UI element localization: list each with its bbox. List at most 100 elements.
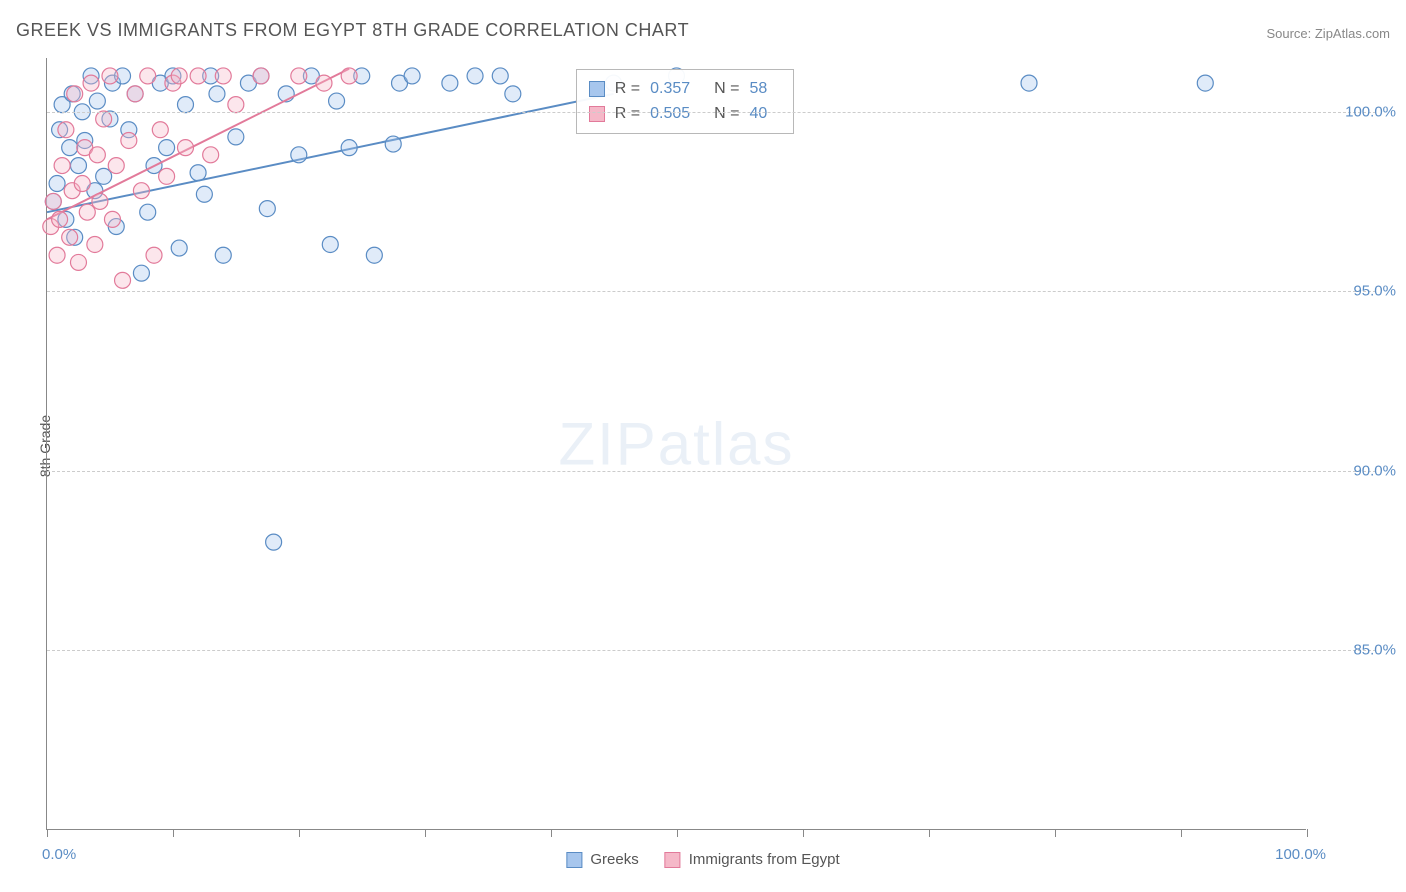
x-tick (299, 829, 300, 837)
data-point (102, 68, 118, 84)
data-point (49, 176, 65, 192)
x-tick (929, 829, 930, 837)
data-point (291, 147, 307, 163)
data-point (316, 75, 332, 91)
data-point (146, 247, 162, 263)
chart-title: GREEK VS IMMIGRANTS FROM EGYPT 8TH GRADE… (16, 20, 689, 41)
data-point (505, 86, 521, 102)
data-point (152, 122, 168, 138)
data-point (70, 254, 86, 270)
data-point (253, 68, 269, 84)
data-point (159, 168, 175, 184)
data-point (115, 272, 131, 288)
data-point (127, 86, 143, 102)
data-point (87, 236, 103, 252)
n-label: N = (714, 101, 739, 127)
data-point (329, 93, 345, 109)
correlation-chart: GREEK VS IMMIGRANTS FROM EGYPT 8TH GRADE… (0, 0, 1406, 892)
data-point (467, 68, 483, 84)
legend-swatch (589, 81, 605, 97)
n-value: 40 (750, 101, 768, 127)
data-point (215, 247, 231, 263)
data-point (62, 140, 78, 156)
data-point (89, 147, 105, 163)
data-point (215, 68, 231, 84)
data-point (341, 68, 357, 84)
data-point (190, 165, 206, 181)
data-point (492, 68, 508, 84)
gridline-h (47, 650, 1376, 651)
n-label: N = (714, 76, 739, 102)
plot-area: ZIPatlas R =0.357N =58R =0.505N =40 85.0… (46, 58, 1306, 830)
source-attribution: Source: ZipAtlas.com (1266, 26, 1390, 41)
x-tick (1181, 829, 1182, 837)
legend-label: Greeks (590, 851, 638, 868)
x-tick (47, 829, 48, 837)
data-point (228, 97, 244, 113)
stats-row: R =0.505N =40 (589, 101, 782, 127)
data-point (322, 236, 338, 252)
y-tick-label: 95.0% (1353, 283, 1396, 300)
gridline-h (47, 112, 1376, 113)
x-min-label: 0.0% (42, 846, 76, 863)
scatter-svg (47, 58, 1306, 829)
data-point (203, 147, 219, 163)
data-point (58, 122, 74, 138)
x-tick (1055, 829, 1056, 837)
x-tick (425, 829, 426, 837)
data-point (79, 204, 95, 220)
data-point (92, 193, 108, 209)
data-point (83, 75, 99, 91)
data-point (104, 211, 120, 227)
data-point (442, 75, 458, 91)
gridline-h (47, 471, 1376, 472)
x-tick (1307, 829, 1308, 837)
data-point (133, 265, 149, 281)
data-point (228, 129, 244, 145)
data-point (366, 247, 382, 263)
data-point (171, 240, 187, 256)
data-point (96, 111, 112, 127)
data-point (177, 140, 193, 156)
y-tick-label: 85.0% (1353, 642, 1396, 659)
r-value: 0.505 (650, 101, 690, 127)
data-point (171, 68, 187, 84)
legend-item: Greeks (566, 851, 638, 868)
data-point (74, 176, 90, 192)
data-point (259, 201, 275, 217)
data-point (190, 68, 206, 84)
data-point (45, 193, 61, 209)
r-value: 0.357 (650, 76, 690, 102)
legend-label: Immigrants from Egypt (689, 851, 840, 868)
data-point (89, 93, 105, 109)
data-point (121, 132, 137, 148)
legend-swatch (566, 852, 582, 868)
data-point (54, 158, 70, 174)
data-point (196, 186, 212, 202)
y-tick-label: 100.0% (1345, 103, 1396, 120)
data-point (404, 68, 420, 84)
data-point (70, 158, 86, 174)
bottom-legend: Greeks Immigrants from Egypt (566, 851, 839, 868)
r-label: R = (615, 76, 640, 102)
data-point (67, 86, 83, 102)
data-point (209, 86, 225, 102)
data-point (341, 140, 357, 156)
data-point (52, 211, 68, 227)
legend-swatch (589, 106, 605, 122)
legend-swatch (665, 852, 681, 868)
data-point (140, 204, 156, 220)
x-tick (551, 829, 552, 837)
data-point (1021, 75, 1037, 91)
y-tick-label: 90.0% (1353, 462, 1396, 479)
data-point (177, 97, 193, 113)
data-point (62, 229, 78, 245)
data-point (291, 68, 307, 84)
n-value: 58 (750, 76, 768, 102)
data-point (1197, 75, 1213, 91)
data-point (108, 158, 124, 174)
gridline-h (47, 291, 1376, 292)
data-point (140, 68, 156, 84)
x-tick (677, 829, 678, 837)
data-point (266, 534, 282, 550)
